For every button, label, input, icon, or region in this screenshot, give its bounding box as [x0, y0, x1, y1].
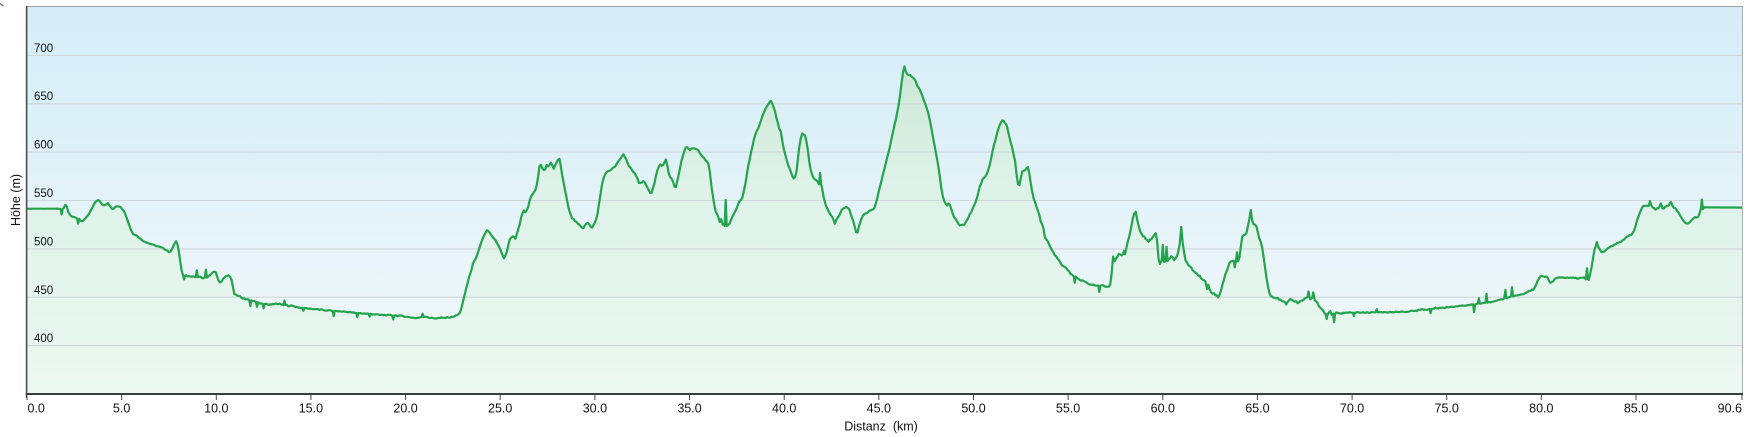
svg-text:65.0: 65.0 — [1245, 402, 1269, 416]
svg-text:600: 600 — [34, 140, 53, 152]
svg-text:15.0: 15.0 — [299, 402, 323, 416]
svg-text:90.6: 90.6 — [1718, 402, 1742, 416]
svg-text:25.0: 25.0 — [488, 402, 512, 416]
svg-text:450: 450 — [34, 285, 53, 297]
svg-text:650: 650 — [34, 91, 53, 103]
svg-text:85.0: 85.0 — [1624, 402, 1648, 416]
svg-text:45.0: 45.0 — [867, 402, 891, 416]
svg-text:75.0: 75.0 — [1435, 402, 1459, 416]
svg-text:400: 400 — [34, 333, 53, 345]
svg-text:40.0: 40.0 — [772, 402, 796, 416]
svg-text:50.0: 50.0 — [961, 402, 985, 416]
svg-text:Distanz (km): Distanz (km) — [844, 420, 918, 434]
svg-text:70.0: 70.0 — [1340, 402, 1364, 416]
svg-text:30.0: 30.0 — [583, 402, 607, 416]
svg-text:80.0: 80.0 — [1529, 402, 1553, 416]
svg-text:Höhe (m): Höhe (m) — [9, 174, 23, 226]
svg-text:0.0: 0.0 — [28, 402, 45, 416]
svg-text:10.0: 10.0 — [204, 402, 228, 416]
svg-text:35.0: 35.0 — [677, 402, 701, 416]
svg-text:20.0: 20.0 — [393, 402, 417, 416]
svg-text:550: 550 — [34, 188, 53, 200]
svg-text:55.0: 55.0 — [1056, 402, 1080, 416]
svg-text:60.0: 60.0 — [1151, 402, 1175, 416]
svg-text:5.0: 5.0 — [113, 402, 130, 416]
svg-text:700: 700 — [34, 43, 53, 55]
svg-text:500: 500 — [34, 236, 53, 248]
